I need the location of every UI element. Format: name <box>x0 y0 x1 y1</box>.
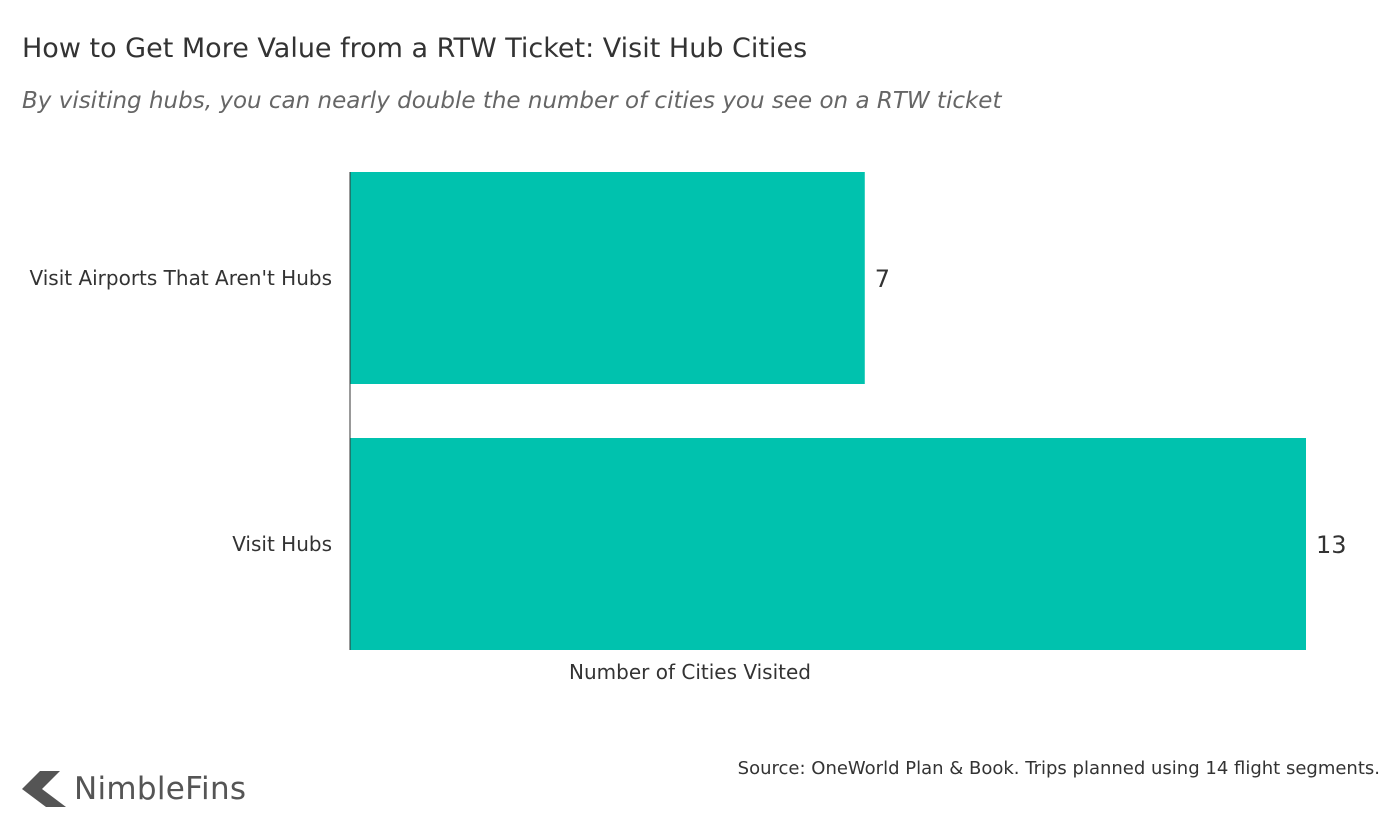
data-label-0: 7 <box>875 265 890 293</box>
brand-name: NimbleFins <box>74 771 247 807</box>
bar-1 <box>350 438 1306 650</box>
bar-0 <box>350 172 865 384</box>
x-axis-title: Number of Cities Visited <box>569 660 811 684</box>
category-label-1: Visit Hubs <box>232 532 332 556</box>
nimblefins-logo-icon <box>22 771 66 807</box>
chart-title: How to Get More Value from a RTW Ticket:… <box>22 33 808 64</box>
data-label-1: 13 <box>1316 531 1347 559</box>
brand-logo: NimbleFins <box>22 766 246 812</box>
source-note: Source: OneWorld Plan & Book. Trips plan… <box>737 758 1380 779</box>
chart-subtitle: By visiting hubs, you can nearly double … <box>22 88 1002 114</box>
category-label-0: Visit Airports That Aren't Hubs <box>29 266 332 290</box>
